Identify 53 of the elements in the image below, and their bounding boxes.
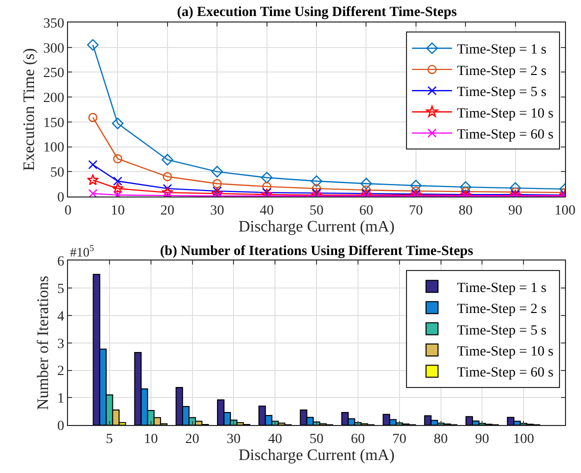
text: #10$^{5}$ — [70, 243, 94, 260]
x-tick-label: 30 — [210, 203, 224, 218]
x-tick-label: 40 — [268, 432, 282, 447]
x-tick-label: 30 — [226, 432, 241, 447]
x-tick-label: 20 — [185, 432, 200, 447]
y-tick-label: 300 — [43, 41, 64, 56]
y-tick-label: 350 — [43, 16, 64, 32]
x-tick-label: 90 — [475, 432, 490, 447]
y-tick-label: 5 — [57, 282, 64, 297]
x-tick-label: 70 — [408, 203, 423, 218]
y-tick-label: 150 — [43, 116, 64, 131]
x-tick-label: 100 — [554, 203, 576, 218]
y-tick-label: 4 — [57, 309, 64, 324]
x-tick-label: 70 — [392, 432, 406, 447]
y-tick-label: 250 — [43, 66, 64, 82]
x-tick-label: 50 — [310, 432, 324, 447]
legend-label: Time-Step = 5 s — [457, 323, 546, 338]
x-tick-label: 100 — [513, 432, 534, 447]
x-tick-label: 10 — [110, 203, 125, 218]
y-axis-title: Number of Iterations — [35, 276, 52, 410]
y-tick-label: 2 — [57, 364, 64, 380]
legend-label: Time-Step = 60 s — [457, 128, 554, 143]
y-tick-label: 0 — [57, 418, 64, 434]
y-tick-label: 6 — [57, 254, 64, 270]
legend-label: Time-Step = 2 s — [457, 302, 546, 318]
x-tick-label: 5 — [106, 432, 113, 447]
y-tick-label: 0 — [57, 190, 64, 206]
chart-title: (b) Number of Iterations Using Different Time-Steps — [160, 244, 474, 259]
x-tick-label: 60 — [350, 432, 365, 447]
x-tick-label: 80 — [434, 432, 448, 447]
legend-label: Time-Step = 10 s — [457, 106, 554, 122]
x-tick-label: 50 — [310, 203, 324, 218]
y-tick-label: 3 — [57, 336, 64, 352]
x-axis-title: Discharge Current (mA) — [238, 218, 395, 236]
x-axis-title: Discharge Current (mA) — [238, 446, 395, 464]
x-tick-label: 40 — [260, 203, 274, 218]
legend-label: Time-Step = 1 s — [457, 280, 546, 296]
x-tick-label: 60 — [359, 203, 374, 218]
x-tick-label: 80 — [458, 203, 473, 218]
y-tick-label: 1 — [57, 392, 64, 407]
x-tick-label: 90 — [508, 203, 522, 218]
legend-label: Time-Step = 2 s — [457, 64, 546, 79]
legend-label: Time-Step = 1 s — [457, 42, 546, 58]
legend-label: Time-Step = 10 s — [457, 344, 554, 360]
y-tick-label: 200 — [43, 90, 64, 106]
legend-label: Time-Step = 5 s — [457, 85, 546, 100]
x-tick-label: 20 — [160, 203, 174, 218]
y-tick-label: 100 — [43, 140, 64, 156]
x-tick-label: 10 — [144, 432, 158, 447]
legend-label: Time-Step = 60 s — [457, 366, 554, 381]
y-tick-label: 50 — [50, 166, 64, 181]
y-axis-title: Execution Time (s) — [21, 48, 38, 171]
chart-title: (a) Execution Time Using Different Time-Steps — [177, 5, 458, 20]
